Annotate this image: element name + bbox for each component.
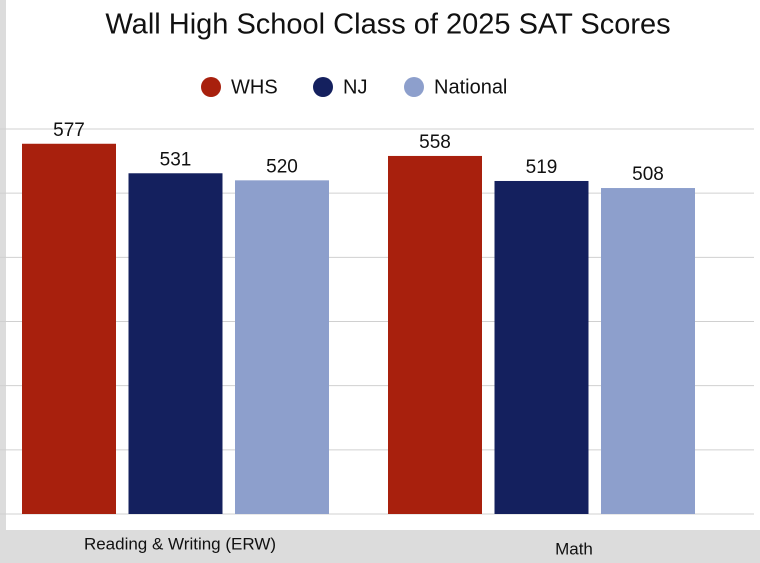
data-label: 558 bbox=[419, 132, 451, 153]
chart-title: Wall High School Class of 2025 SAT Score… bbox=[105, 9, 670, 41]
bar bbox=[235, 180, 329, 515]
x-tick-label: Reading & Writing (ERW) bbox=[84, 534, 276, 553]
x-tick-label: Math bbox=[555, 539, 593, 558]
bar bbox=[128, 173, 223, 514]
legend-swatch bbox=[404, 77, 424, 97]
data-label: 577 bbox=[53, 120, 85, 141]
bar bbox=[601, 188, 695, 515]
bar bbox=[494, 180, 589, 514]
data-label: 508 bbox=[632, 164, 664, 185]
data-label: 531 bbox=[160, 149, 192, 170]
bar bbox=[388, 155, 482, 514]
data-label: 519 bbox=[526, 157, 558, 178]
bar bbox=[22, 143, 116, 514]
legend-swatch bbox=[201, 77, 221, 97]
legend-label: WHS bbox=[231, 76, 278, 98]
legend-label: National bbox=[434, 76, 507, 98]
legend-swatch bbox=[313, 77, 333, 97]
data-label: 520 bbox=[266, 156, 298, 177]
legend-label: NJ bbox=[343, 76, 367, 98]
